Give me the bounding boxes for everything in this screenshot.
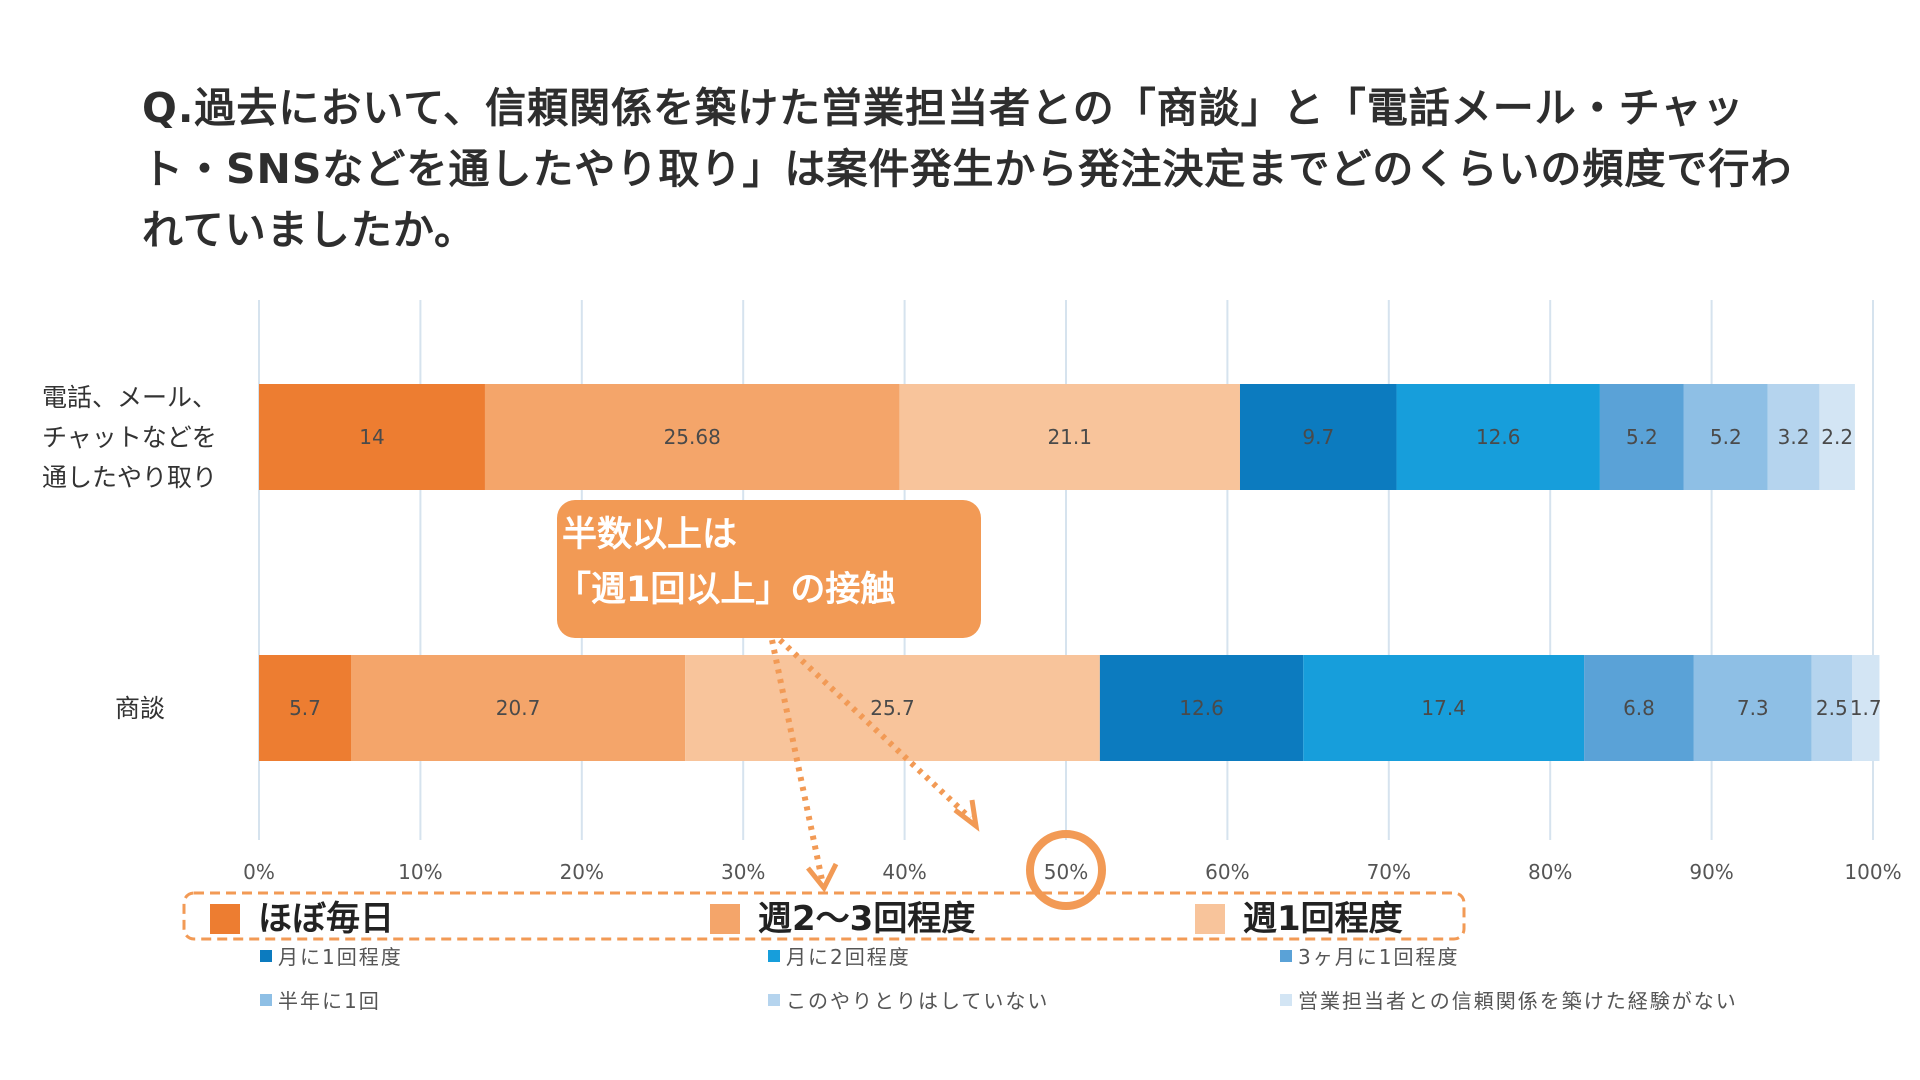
legend-swatch (260, 950, 272, 962)
bar-segment (1683, 384, 1768, 490)
callout-arrowhead (806, 862, 839, 893)
category-label: 電話、メール、 (42, 383, 217, 412)
data-label: 1.7 (1850, 696, 1882, 720)
bar-segment (1599, 384, 1684, 490)
category-label: チャットなどを (42, 423, 217, 452)
bar-segment (1852, 655, 1880, 761)
data-label: 5.2 (1710, 425, 1742, 449)
data-label: 12.6 (1179, 696, 1224, 720)
data-label: 5.2 (1626, 425, 1658, 449)
x-tick-label: 0% (243, 860, 275, 884)
category-label: 通したやり取り (42, 463, 217, 492)
callout-arrowhead (953, 799, 980, 832)
category-label: 商談 (115, 694, 165, 723)
data-label: 2.2 (1821, 425, 1853, 449)
legend-swatch (260, 994, 272, 1006)
legend-label: 月に1回程度 (278, 945, 403, 969)
data-label: 7.3 (1737, 696, 1769, 720)
bar-segment (259, 384, 485, 490)
bar-segment (1693, 655, 1812, 761)
legend-swatch (1195, 904, 1225, 934)
callout-bubble (557, 500, 981, 638)
data-label: 21.1 (1047, 425, 1092, 449)
data-label: 2.5 (1816, 696, 1848, 720)
legend-label: ほぼ毎日 (258, 899, 394, 939)
question-title: Q.過去において、信頼関係を築けた営業担当者との「商談」と「電話メール・チャット… (142, 84, 1793, 254)
legend-swatch (768, 994, 780, 1006)
highlight-circle (1026, 830, 1106, 910)
x-tick-label: 80% (1528, 860, 1572, 884)
legend-swatch (210, 904, 240, 934)
callout-text: 「週1回以上」の接触 (556, 570, 895, 610)
legend-swatch (1280, 994, 1292, 1006)
x-tick-label: 40% (882, 860, 926, 884)
x-tick-label: 20% (560, 860, 604, 884)
legend-label: 営業担当者との信頼関係を築けた経験がない (1298, 989, 1738, 1013)
callout-arrow (769, 639, 825, 881)
data-label: 20.7 (496, 696, 541, 720)
bar-segment (1819, 384, 1855, 490)
data-label: 25.68 (664, 425, 721, 449)
legend-swatch (1280, 950, 1292, 962)
bar-segment (1239, 384, 1397, 490)
x-tick-label: 70% (1367, 860, 1411, 884)
x-tick-label: 100% (1844, 860, 1901, 884)
bar-segment (350, 655, 686, 761)
legend-label: 半年に1回 (278, 989, 381, 1013)
data-label: 17.4 (1421, 696, 1466, 720)
data-label: 9.7 (1302, 425, 1334, 449)
bar-segment (1767, 384, 1820, 490)
bar-segment (259, 655, 351, 761)
bar-segment (1811, 655, 1853, 761)
legend-swatch (710, 904, 740, 934)
data-label: 25.7 (870, 696, 915, 720)
bar-segment (899, 384, 1240, 490)
legend-swatch (768, 950, 780, 962)
x-tick-label: 60% (1205, 860, 1249, 884)
bar-segment (1303, 655, 1585, 761)
data-label: 3.2 (1778, 425, 1810, 449)
legend-label: 3ヶ月に1回程度 (1298, 945, 1459, 969)
bar-segment (1396, 384, 1600, 490)
x-tick-label: 10% (398, 860, 442, 884)
legend-label: 週1回程度 (1243, 899, 1403, 939)
x-tick-label: 30% (721, 860, 765, 884)
x-tick-label: 50% (1044, 860, 1088, 884)
data-label: 6.8 (1623, 696, 1655, 720)
callout-arrow (777, 637, 973, 821)
bar-segment (484, 384, 900, 490)
data-label: 14 (359, 425, 384, 449)
legend-label: このやりとりはしていない (786, 989, 1049, 1013)
bar-segment (1584, 655, 1694, 761)
legend-label: 週2〜3回程度 (758, 899, 975, 939)
data-label: 5.7 (289, 696, 321, 720)
bar-segment (1099, 655, 1304, 761)
data-label: 12.6 (1476, 425, 1521, 449)
legend-label: 月に2回程度 (786, 945, 911, 969)
legend-highlight-box (182, 891, 1466, 941)
x-tick-label: 90% (1689, 860, 1733, 884)
callout-text: 半数以上は (562, 515, 737, 555)
